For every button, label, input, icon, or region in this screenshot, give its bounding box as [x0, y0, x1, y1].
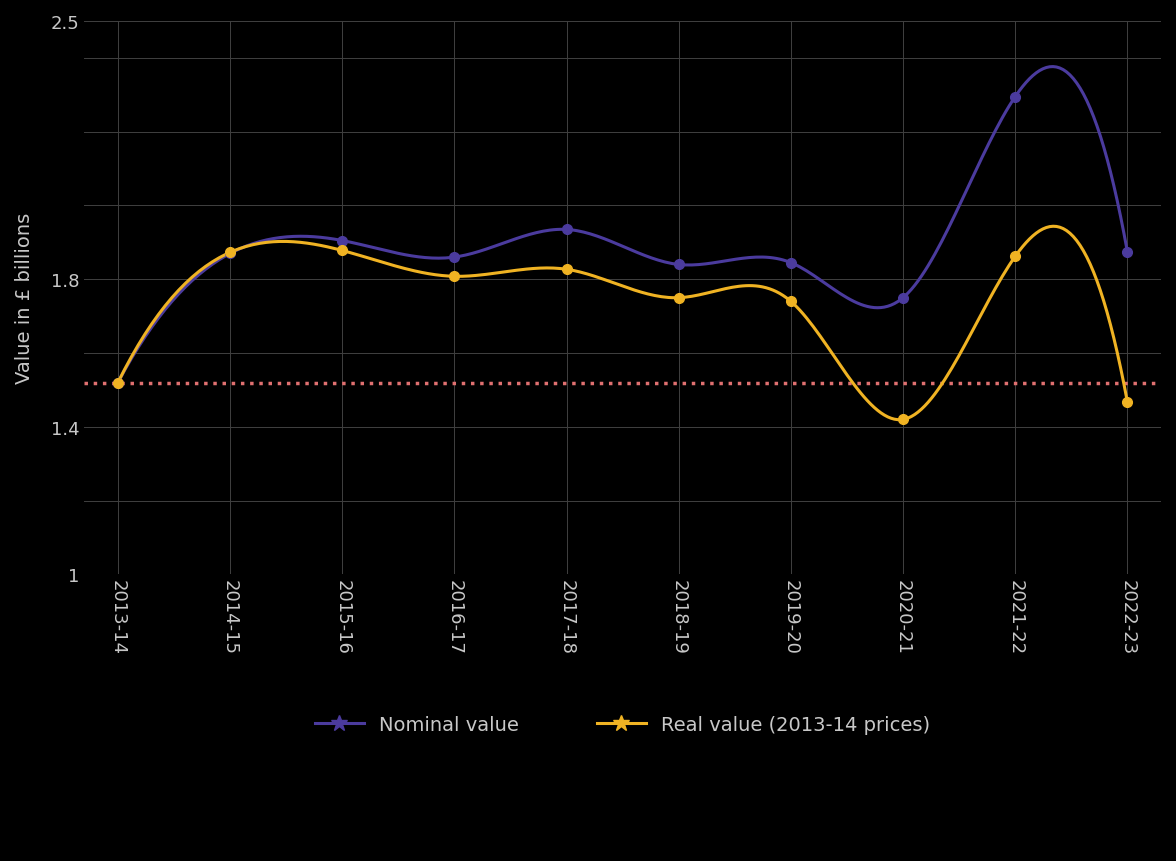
Legend: Nominal value, Real value (2013-14 prices): Nominal value, Real value (2013-14 price…	[307, 708, 938, 742]
Y-axis label: Value in £ billions: Value in £ billions	[15, 213, 34, 384]
